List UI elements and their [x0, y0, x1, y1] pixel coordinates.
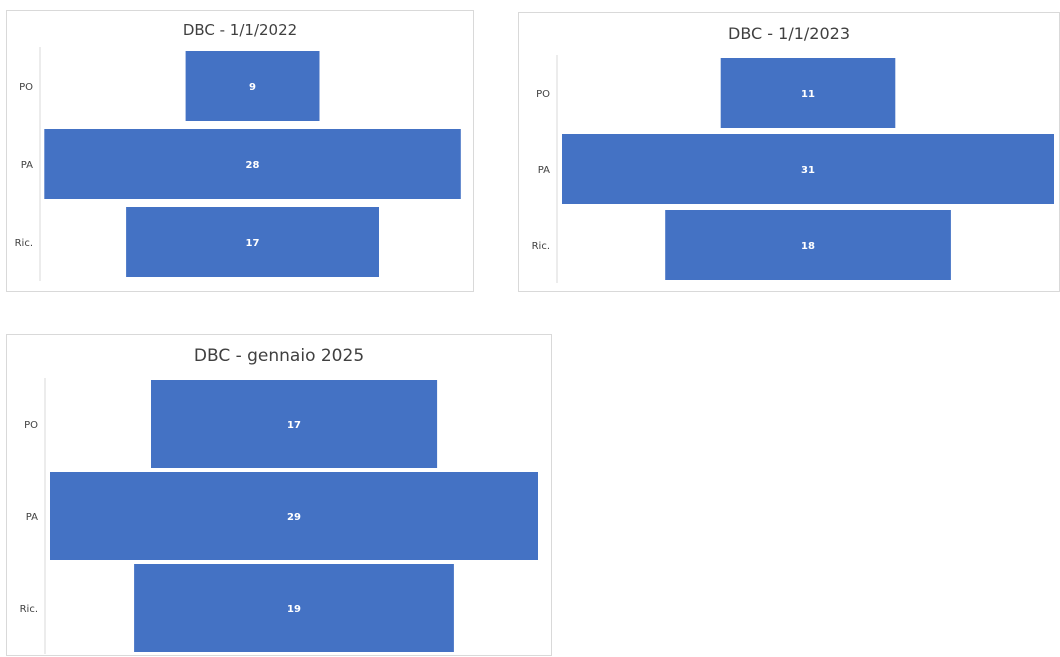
bar-po — [720, 58, 896, 128]
chart-panel-2025: DBC - gennaio 2025 17 PO 29 PA 19 Ric. — [6, 334, 552, 656]
chart-title: DBC - 1/1/2022 — [182, 21, 298, 39]
category-label: Ric. — [20, 604, 38, 615]
bar-po — [151, 380, 438, 468]
chart-title: DBC - gennaio 2025 — [193, 346, 365, 366]
chart-panel-2022: DBC - 1/1/2022 9 PO 28 PA 17 Ric. — [6, 10, 474, 292]
category-label: PO — [24, 420, 38, 431]
chart-title: DBC - 1/1/2023 — [728, 24, 850, 43]
category-label: PA — [26, 512, 38, 523]
bar-ric — [665, 210, 951, 280]
category-label: Ric. — [15, 238, 33, 249]
data-label: 19 — [287, 604, 301, 615]
bar-pa — [50, 472, 538, 560]
data-label: 17 — [246, 238, 260, 249]
category-label: Ric. — [532, 241, 550, 252]
bar-ric — [126, 207, 379, 277]
data-label: 29 — [287, 512, 301, 523]
category-label: PO — [19, 82, 33, 93]
data-label: 11 — [801, 89, 815, 100]
data-label: 18 — [801, 241, 815, 252]
category-label: PO — [536, 89, 550, 100]
data-label: 9 — [249, 82, 256, 93]
bar-pa — [44, 129, 461, 199]
data-label: 17 — [287, 420, 301, 431]
funnel-chart-2022: 9 PO 28 PA 17 Ric. — [15, 47, 461, 281]
data-label: 31 — [801, 165, 815, 176]
data-label: 28 — [246, 160, 260, 171]
category-label: PA — [538, 165, 550, 176]
category-label: PA — [21, 160, 33, 171]
funnel-chart-2025: 17 PO 29 PA 19 Ric. — [20, 378, 538, 654]
funnel-chart-2023: 11 PO 31 PA 18 Ric. — [532, 55, 1054, 283]
bar-po — [185, 51, 320, 121]
bar-pa — [562, 134, 1054, 204]
chart-panel-2023: DBC - 1/1/2023 11 PO 31 PA 18 Ric. — [518, 12, 1060, 292]
bar-ric — [134, 564, 454, 652]
